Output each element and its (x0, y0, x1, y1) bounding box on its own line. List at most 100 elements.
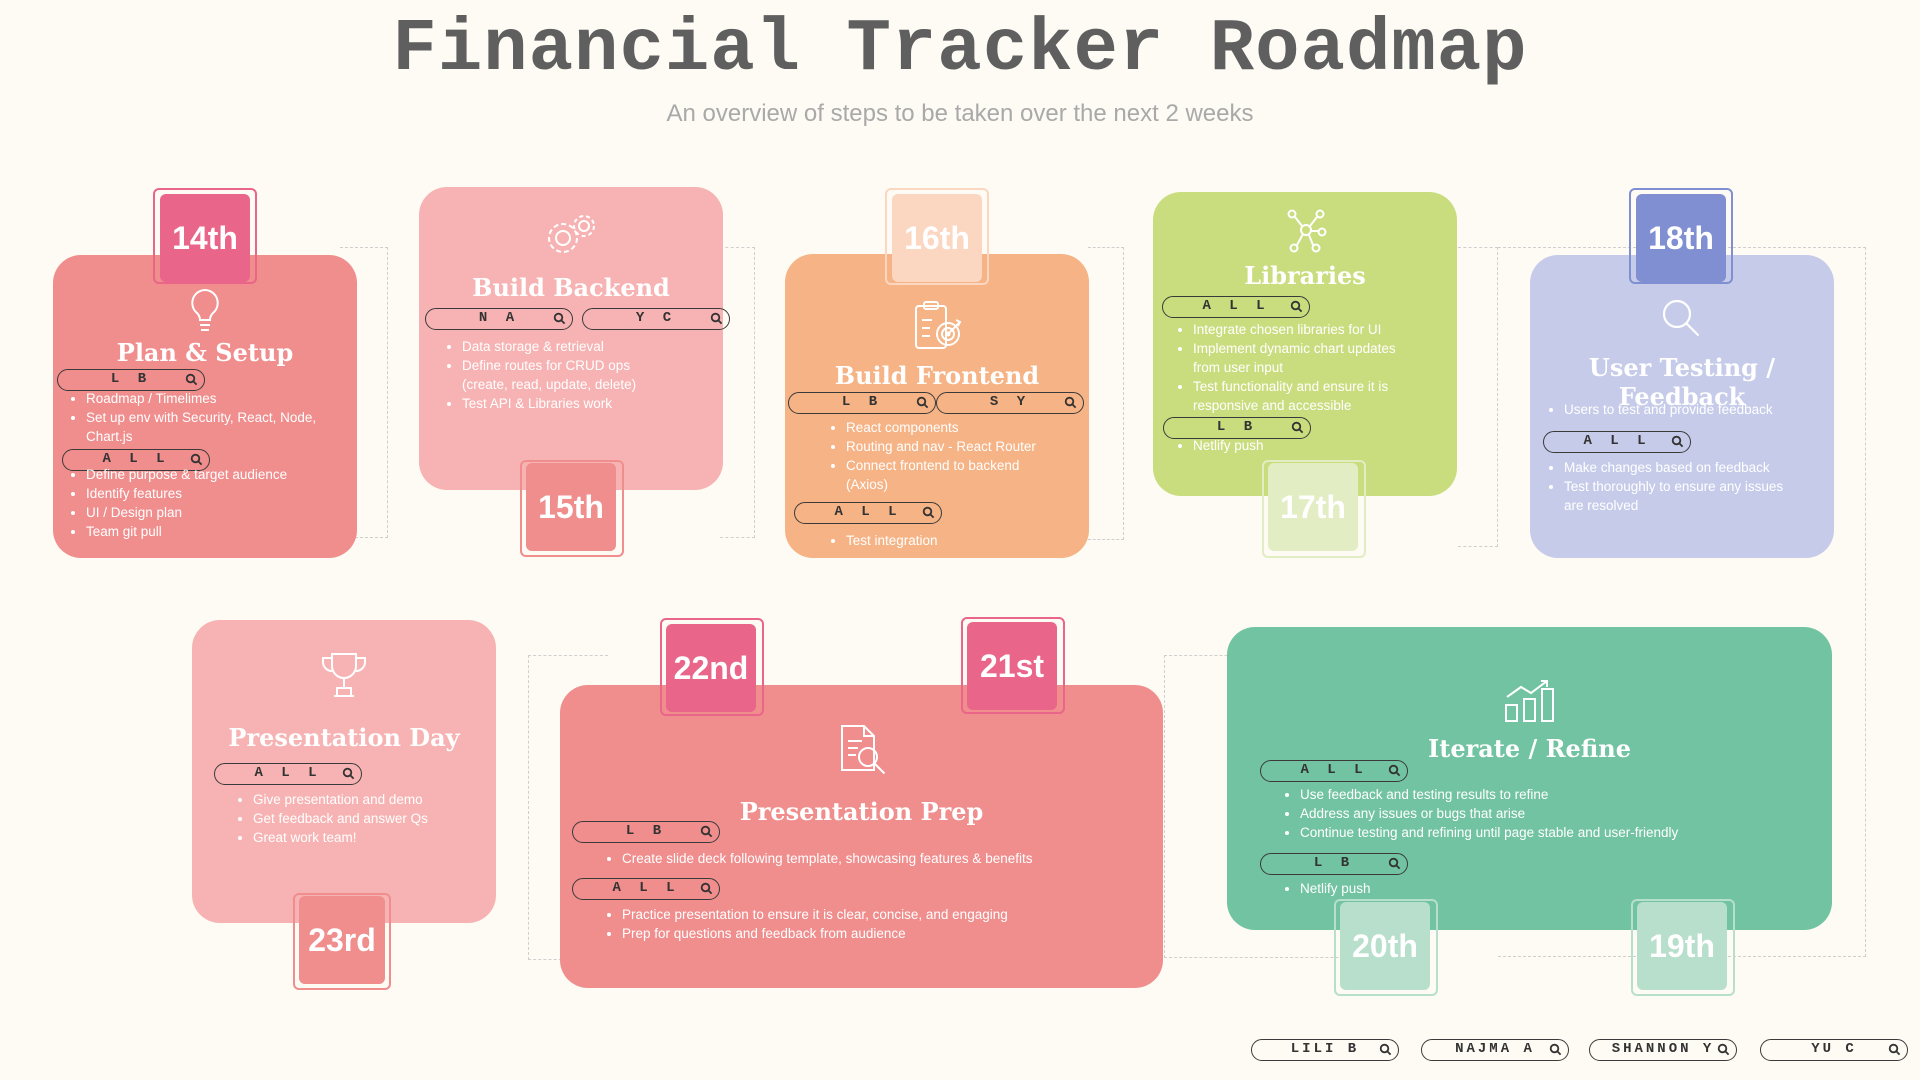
task-item: UI / Design plan (86, 503, 354, 522)
lightbulb-icon (185, 287, 225, 335)
search-icon (185, 373, 198, 386)
task-item: Address any issues or bugs that arise (1300, 804, 1804, 823)
bar-chart-trend-icon (1503, 677, 1557, 723)
task-list: Netlify push (1284, 879, 1804, 898)
date-badge: 18th (1636, 194, 1726, 282)
assignee-pill[interactable]: S Y (936, 392, 1084, 414)
connector (340, 247, 388, 538)
date-badge: 17th (1268, 463, 1358, 551)
legend-pill-najma[interactable]: NAJMA A (1421, 1039, 1569, 1061)
task-item: Integrate chosen libraries for UI (1193, 320, 1455, 339)
date-frame (1334, 899, 1438, 996)
card-presentation-day: Presentation Day A L L Give presentation… (192, 620, 496, 923)
page-title: Financial Tracker Roadmap (392, 8, 1528, 92)
task-item: Define routes for CRUD ops (462, 356, 716, 375)
task-item: Use feedback and testing results to refi… (1300, 785, 1804, 804)
task-item: Team git pull (86, 522, 354, 541)
task-item: (create, read, update, delete) (462, 377, 637, 392)
search-icon (1717, 1043, 1730, 1056)
task-item: Set up env with Security, React, Node, (86, 408, 354, 427)
date-frame (153, 188, 257, 284)
date-badge: 23rd (299, 896, 385, 984)
task-item: Data storage & retrieval (462, 337, 716, 356)
assignee-pill[interactable]: L B (788, 392, 936, 414)
assignee-pill[interactable]: A L L (794, 502, 942, 524)
search-icon (1379, 1043, 1392, 1056)
task-item: React components (846, 418, 1080, 437)
assignee-pill[interactable]: A L L (1162, 296, 1310, 318)
task-list: Practice presentation to ensure it is cl… (606, 905, 1146, 943)
card-title: Libraries (1244, 261, 1366, 290)
date-badge: 19th (1637, 902, 1727, 990)
card-title: Build Frontend (834, 361, 1040, 390)
task-item: Routing and nav - React Router (846, 437, 1080, 456)
date-frame (520, 460, 624, 557)
assignee-pill[interactable]: Y C (582, 308, 730, 330)
task-item: Define purpose & target audience (86, 465, 354, 484)
date-badge: 16th (892, 194, 982, 282)
page-subtitle: An overview of steps to be taken over th… (666, 100, 1254, 127)
task-item: Test API & Libraries work (462, 394, 716, 413)
search-icon (1549, 1043, 1562, 1056)
card-title: Presentation Prep (739, 797, 984, 826)
search-icon (553, 312, 566, 325)
network-nodes-icon (1284, 206, 1328, 254)
assignee-pill[interactable]: L B (572, 821, 720, 843)
card-build-backend: Build Backend N A Y C Data storage & ret… (419, 187, 730, 490)
date-badge: 20th (1340, 902, 1430, 990)
date-frame (885, 188, 989, 285)
task-item: Create slide deck following template, sh… (622, 849, 1146, 868)
task-item: Get feedback and answer Qs (253, 809, 487, 828)
search-icon (922, 506, 935, 519)
assignee-pill[interactable]: A L L (1260, 760, 1408, 782)
legend-pill-yu[interactable]: YU C (1760, 1039, 1908, 1061)
card-title: Build Backend (472, 273, 670, 302)
task-item: responsive and accessible (1193, 398, 1352, 413)
assignee-pill[interactable]: A L L (214, 763, 362, 785)
search-icon (1388, 857, 1401, 870)
search-icon (190, 453, 203, 466)
date-badge: 15th (526, 463, 616, 551)
task-item: Chart.js (86, 429, 133, 444)
date-frame (1629, 188, 1733, 284)
date-frame (660, 618, 764, 716)
search-icon (700, 882, 713, 895)
search-icon (700, 825, 713, 838)
search-icon (916, 396, 929, 409)
clipboard-target-icon (912, 300, 964, 354)
card-title: Iterate / Refine (1428, 734, 1631, 763)
assignee-pill[interactable]: A L L (62, 449, 210, 471)
search-icon (1064, 396, 1077, 409)
task-list: Test integration (830, 531, 1080, 550)
task-item: from user input (1193, 360, 1284, 375)
assignee-pill[interactable]: L B (1260, 853, 1408, 875)
card-build-frontend: Build Frontend L B S Y React components … (785, 254, 1089, 558)
assignee-pill[interactable]: L B (57, 369, 205, 391)
connector (720, 247, 755, 538)
task-item: Continue testing and refining until page… (1300, 823, 1804, 842)
task-item: Make changes based on feedback (1564, 458, 1832, 477)
assignee-pill[interactable]: A L L (572, 878, 720, 900)
task-list: Make changes based on feedback Test thor… (1548, 458, 1832, 515)
connector (1458, 247, 1498, 547)
gears-icon (541, 212, 601, 257)
task-item: Practice presentation to ensure it is cl… (622, 905, 1146, 924)
search-icon (1888, 1043, 1901, 1056)
assignee-pill[interactable]: N A (425, 308, 573, 330)
legend-pill-lili[interactable]: LILI B (1251, 1039, 1399, 1061)
task-list: Users to test and provide feedback (1548, 400, 1828, 419)
card-plan-setup: Plan & Setup L B Roadmap / Timelimes Set… (53, 255, 357, 558)
task-item: Connect frontend to backend (846, 456, 1080, 475)
legend-pill-shannon[interactable]: SHANNON Y (1589, 1039, 1737, 1061)
trophy-icon (318, 650, 370, 700)
assignee-pill[interactable]: A L L (1543, 431, 1691, 453)
date-frame (1631, 899, 1735, 996)
assignee-pill[interactable]: L B (1163, 417, 1311, 439)
task-item: Give presentation and demo (253, 790, 487, 809)
date-badge: 14th (160, 194, 250, 282)
task-item: Identify features (86, 484, 354, 503)
task-item: Test functionality and ensure it is (1193, 377, 1455, 396)
document-search-icon (836, 723, 890, 777)
date-frame (961, 617, 1065, 714)
date-frame (1262, 460, 1366, 558)
